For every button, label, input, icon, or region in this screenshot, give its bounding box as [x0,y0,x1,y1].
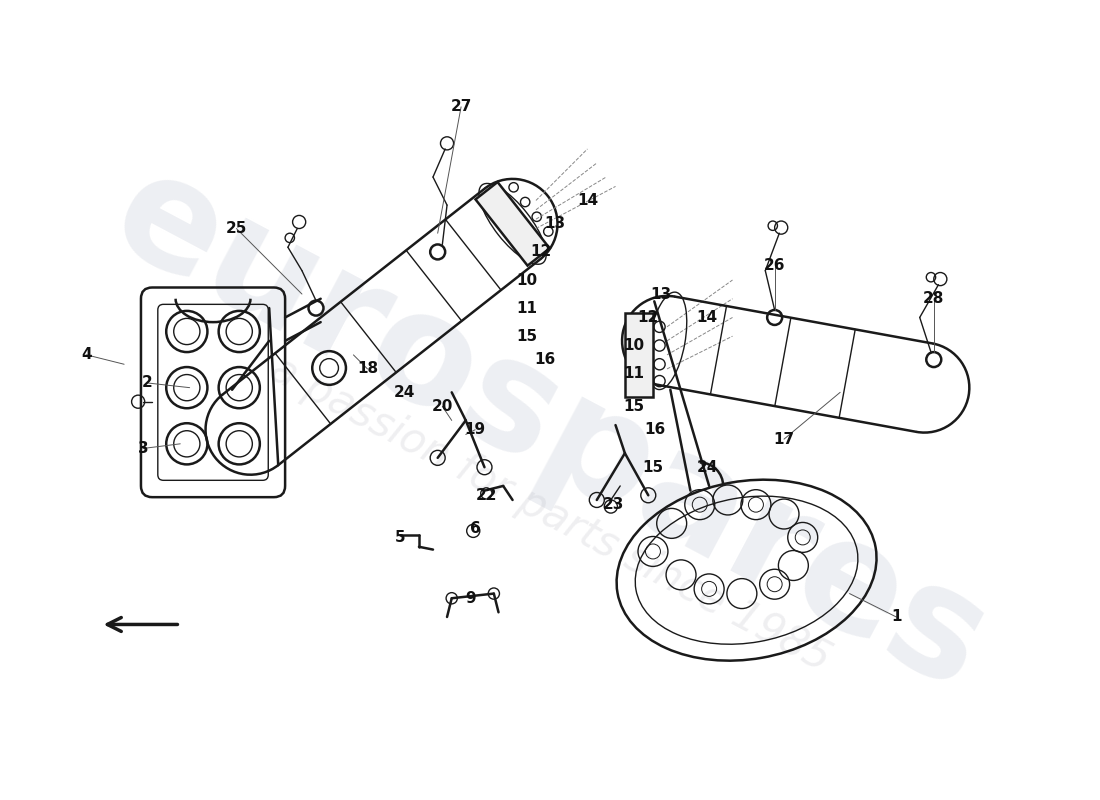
Text: 9: 9 [465,590,476,606]
Text: a passion for parts since 1985: a passion for parts since 1985 [263,348,837,680]
Text: 28: 28 [923,291,945,306]
Text: 5: 5 [395,530,406,545]
Circle shape [636,357,641,362]
Text: 10: 10 [516,273,537,287]
Circle shape [527,243,532,249]
Text: 15: 15 [642,460,663,474]
Text: eurospares: eurospares [89,138,1011,722]
Circle shape [636,319,641,325]
Text: 19: 19 [464,422,486,438]
Text: 24: 24 [696,460,718,474]
Text: 11: 11 [624,366,645,381]
Text: 13: 13 [650,286,671,302]
Text: 6: 6 [470,521,481,535]
Text: 15: 15 [624,399,645,414]
Text: 13: 13 [544,216,565,231]
Text: 14: 14 [696,310,718,325]
Circle shape [636,338,641,344]
Circle shape [516,229,521,234]
Text: 10: 10 [624,338,645,353]
Text: 15: 15 [516,329,537,344]
Bar [475,182,550,266]
Text: 4: 4 [81,347,92,362]
Text: 26: 26 [763,258,785,274]
Text: 3: 3 [138,441,148,456]
Text: 27: 27 [450,99,472,114]
Text: 24: 24 [394,385,416,400]
Circle shape [504,214,509,219]
Text: 18: 18 [356,362,378,377]
Text: 16: 16 [535,352,556,367]
Text: 12: 12 [638,310,659,325]
Text: 11: 11 [516,301,537,315]
Circle shape [636,375,641,381]
Text: 16: 16 [645,422,665,438]
Circle shape [493,199,498,205]
Text: 23: 23 [603,497,625,512]
Text: 14: 14 [576,193,598,208]
Text: 1: 1 [891,610,902,625]
Bar [625,313,653,397]
Text: 25: 25 [226,221,248,236]
Text: 2: 2 [142,375,153,390]
Text: 20: 20 [431,399,453,414]
Text: 22: 22 [475,488,497,502]
Text: 12: 12 [530,245,551,259]
Text: 17: 17 [773,432,794,446]
